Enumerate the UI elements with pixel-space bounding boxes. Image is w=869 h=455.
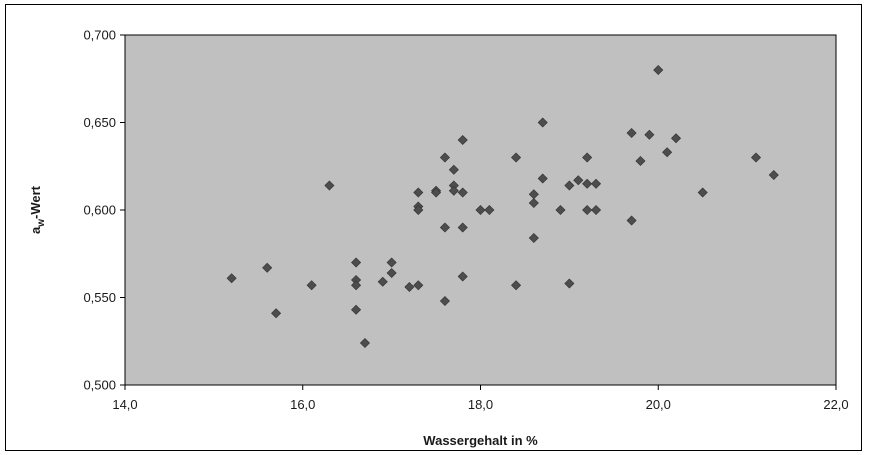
data-point [537,117,548,128]
data-point [457,271,468,282]
data-point [644,129,655,140]
data-point [457,134,468,146]
data-points [226,64,779,349]
data-point [671,133,682,144]
y-tick-label: 0,700 [83,28,116,43]
data-point [697,187,708,198]
data-point [351,280,362,291]
y-axis-title-subscript: w [36,219,47,228]
data-point [582,152,593,163]
data-point [564,278,575,289]
data-point [511,280,522,291]
data-point [351,304,362,315]
data-point [431,187,442,198]
data-point [439,222,450,233]
data-point [635,155,646,167]
data-point [537,173,548,184]
y-axis-title-rest: -Wert [28,185,43,219]
data-point [448,164,459,175]
data-point [413,204,424,216]
data-point [439,152,450,163]
data-point [591,178,602,189]
data-point [439,295,450,307]
y-axis-title-main: a [28,226,43,234]
data-point [528,197,539,209]
data-point [226,273,237,284]
data-point [662,147,673,158]
data-point [582,204,593,216]
data-point [750,152,762,163]
data-point [484,204,495,216]
data-point [653,64,664,76]
data-point [457,222,468,233]
data-point [626,215,637,226]
data-point [413,280,424,291]
data-point [306,280,317,291]
x-tick-label: 16,0 [290,397,315,412]
data-point [511,152,522,163]
data-point [475,204,486,216]
data-point [591,204,602,216]
y-tick-label: 0,500 [83,378,116,393]
data-point [359,337,370,349]
y-axis: 0,500 0,550 0,600 0,650 0,700 [83,28,125,393]
x-axis-title: Wassergehalt in % [423,433,538,448]
data-point [386,257,397,268]
data-point [404,281,415,293]
x-tick-label: 22,0 [823,397,848,412]
data-point [626,127,637,139]
data-point [768,169,779,181]
data-point [324,180,335,191]
data-point [351,257,362,268]
data-point [573,175,584,186]
data-point [262,262,273,273]
data-point [413,187,424,198]
x-tick-label: 20,0 [646,397,671,412]
x-tick-label: 14,0 [112,397,137,412]
y-tick-label: 0,650 [83,115,116,130]
y-tick-label: 0,550 [83,290,116,305]
data-point [564,180,575,191]
data-point [528,232,539,244]
x-tick-label: 18,0 [468,397,493,412]
data-point [386,267,397,279]
data-point [555,204,566,216]
data-point [377,276,388,287]
x-axis: 14,0 16,0 18,0 20,0 22,0 [112,385,849,412]
data-point [448,185,459,196]
data-point [457,187,468,198]
y-axis-title: aw-Wert [28,185,47,234]
data-point [582,178,593,189]
y-tick-label: 0,600 [83,203,116,218]
data-point [271,308,282,319]
